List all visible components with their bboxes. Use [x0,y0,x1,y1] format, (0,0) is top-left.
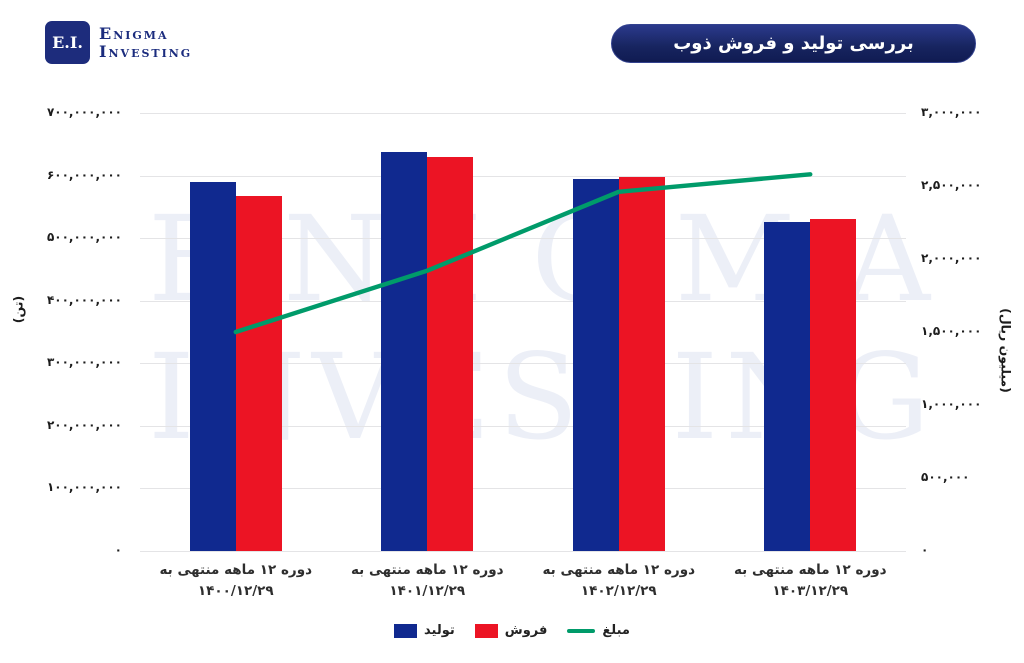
logo-wordmark-line1: Enigma [99,23,169,43]
legend-swatch-icon [394,623,418,638]
gridline [140,113,906,114]
x-axis-category-label: دوره ۱۲ ماهه منتهی به ۱۴۰۱/۱۲/۲۹ [327,562,527,599]
watermark-letter: I [148,328,195,466]
left-axis-tick-label: ۲۰۰,۰۰۰,۰۰۰ [46,417,122,432]
sales-bar [427,157,474,551]
right-axis-tick-label: ۳,۰۰۰,۰۰۰ [921,105,982,119]
logo-wordmark: Enigma Investing [99,25,192,60]
gridline [140,363,906,365]
sales-bar [235,195,282,551]
category-date-text: ۱۴۰۳/۱۲/۲۹ [772,583,849,599]
enigma-logo-mark-icon: E.I. [45,21,90,64]
legend-label: تولید [424,623,455,638]
left-axis-tick-label: ۳۰۰,۰۰۰,۰۰۰ [46,355,122,370]
left-axis-tick-label: ۶۰۰,۰۰۰,۰۰۰ [46,167,122,182]
x-axis-category-label: دوره ۱۲ ماهه منتهی به ۱۴۰۰/۱۲/۲۹ [136,562,336,599]
legend-item-amount: مبلغ [567,623,630,638]
right-axis-tick-label: ۱,۰۰۰,۰۰۰ [921,397,982,411]
production-bar [381,152,428,551]
legend-item-production: تولید [394,623,455,638]
right-axis-tick-label: ۰ [921,543,929,557]
category-date-text: ۱۴۰۲/۱۲/۲۹ [580,583,657,599]
x-axis-category-label: دوره ۱۲ ماهه منتهی به ۱۴۰۳/۱۲/۲۹ [710,562,910,599]
legend-item-sales: فروش [474,623,548,638]
category-date-text: ۱۴۰۰/۱۲/۲۹ [197,583,274,599]
gridline [140,488,906,490]
production-bar [572,179,619,551]
chart-legend: تولید فروش مبلغ [0,623,1024,638]
category-period-text: دوره ۱۲ ماهه منتهی به [159,562,313,578]
legend-line-icon [567,628,596,633]
enigma-logo: E.I. Enigma Investing [45,21,192,64]
legend-swatch-icon [474,623,498,638]
gridline [140,425,906,427]
category-period-text: دوره ۱۲ ماهه منتهی به [542,562,696,578]
legend-label: مبلغ [602,623,630,638]
sales-bar [810,219,857,551]
right-axis-title: (میلیون ریال) [998,308,1014,393]
production-bar [764,221,811,551]
right-axis-tick-label: ۲,۰۰۰,۰۰۰ [921,251,982,265]
logo-wordmark-line2: Investing [99,41,193,61]
logo-monogram: E.I. [52,33,83,52]
legend-label: فروش [504,623,548,638]
category-date-text: ۱۴۰۱/۱۲/۲۹ [389,583,466,599]
gridline [140,175,906,177]
category-period-text: دوره ۱۲ ماهه منتهی به [733,562,887,578]
x-axis-category-label: دوره ۱۲ ماهه منتهی به ۱۴۰۲/۱۲/۲۹ [519,562,719,599]
chart-title-banner: بررسی تولید و فروش ذوب [611,24,976,63]
right-axis-tick-label: ۵۰۰,۰۰۰ [921,470,970,484]
right-axis-tick-label: ۲,۵۰۰,۰۰۰ [921,178,982,192]
left-axis-title: (تن) [10,295,26,324]
right-axis-tick-label: ۱,۵۰۰,۰۰۰ [921,324,982,338]
production-bar [189,181,236,551]
watermark-letter: A [844,190,930,328]
gridline [140,551,906,552]
sales-bar [618,177,665,551]
left-axis-tick-label: ۱۰۰,۰۰۰,۰۰۰ [46,480,122,495]
left-axis-tick-label: ۴۰۰,۰۰۰,۰۰۰ [46,292,122,307]
left-axis-tick-label: ۰ [114,543,122,557]
left-axis-tick-label: ۷۰۰,۰۰۰,۰۰۰ [46,105,122,119]
watermark-letter: I [671,328,719,466]
category-period-text: دوره ۱۲ ماهه منتهی به [350,562,504,578]
watermark-letter: S [497,328,579,466]
left-axis-tick-label: ۵۰۰,۰۰۰,۰۰۰ [46,230,122,245]
